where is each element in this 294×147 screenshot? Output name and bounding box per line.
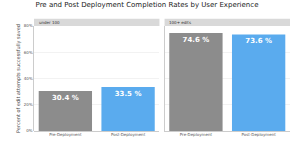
svg-text:100+ edits: 100+ edits <box>169 20 191 25</box>
svg-text:40%: 40% <box>24 76 33 81</box>
svg-text:under 100: under 100 <box>39 20 60 25</box>
svg-text:Post-Deployment: Post-Deployment <box>111 132 146 137</box>
svg-text:0%: 0% <box>26 128 33 133</box>
svg-text:60%: 60% <box>24 50 33 55</box>
svg-text:20%: 20% <box>24 102 33 107</box>
svg-text:30.4 %: 30.4 % <box>52 94 79 102</box>
svg-text:80%: 80% <box>24 23 33 28</box>
svg-text:Percent of edit attempts succe: Percent of edit attempts successfully sa… <box>15 24 22 133</box>
svg-text:Pre and Post Deployment Comple: Pre and Post Deployment Completion Rates… <box>36 1 259 9</box>
svg-text:Pre-Deployment: Pre-Deployment <box>180 132 213 137</box>
svg-text:73.6 %: 73.6 % <box>245 37 272 45</box>
svg-text:Post-Deployment: Post-Deployment <box>241 132 276 137</box>
svg-text:Pre-Deployment: Pre-Deployment <box>49 132 82 137</box>
svg-text:33.5 %: 33.5 % <box>115 90 142 98</box>
svg-text:74.6 %: 74.6 % <box>183 36 210 44</box>
